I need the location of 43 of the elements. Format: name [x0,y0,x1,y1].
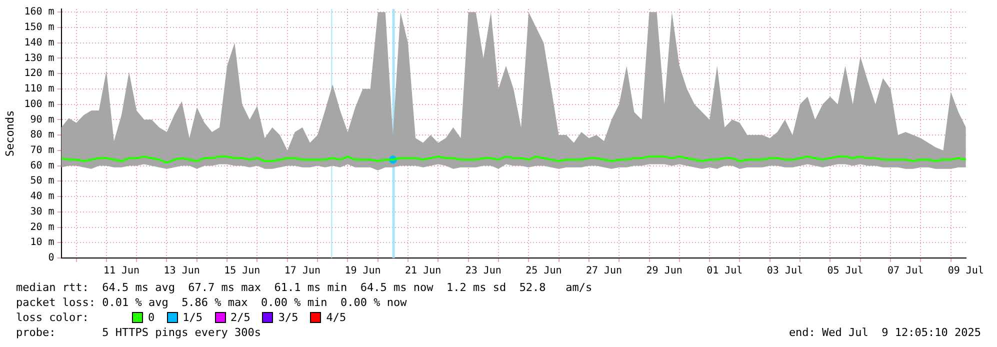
y-tick-label: 40 m [30,191,54,202]
x-tick-label: 07 Jul [888,266,924,277]
legend-label: 1/5 [182,310,202,325]
y-tick-label: 0 [48,252,54,264]
legend-title: loss color: [16,310,90,325]
y-tick-label: 160 m [24,6,54,18]
x-tick-label: 15 Jun [224,266,260,277]
y-tick-label: 30 m [30,206,54,218]
x-tick-label: 21 Jun [405,266,442,277]
y-tick-label: 20 m [30,222,54,233]
legend-label: 2/5 [230,310,250,325]
legend-label: 3/5 [278,310,298,325]
text: end: Wed Jul 9 12:05:10 2025 [788,325,981,340]
x-tick-label: 29 Jun [646,266,682,277]
y-tick-label: 100 m [24,98,54,110]
y-tick-label: 130 m [24,52,54,64]
x-tick-label: 25 Jun [526,266,562,277]
x-tick-label: 03 Jul [766,266,804,277]
text: packet loss: 0.01 % avg 5.86 % max 0.00 % min 0.00 % now [16,295,408,310]
x-tick-label: 11 Jun [103,266,140,277]
x-tick-label: 23 Jun [465,266,502,277]
y-tick-label: 10 m [30,237,54,248]
text: probe: 5 HTTPS pings every 300s [16,325,262,340]
x-tick-label: 05 Jul [827,266,864,277]
x-tick-label: 09 Jul [948,266,984,277]
y-tick-label: 150 m [24,22,54,34]
y-tick-label: 50 m [30,176,54,187]
y-axis-title: Seconds [3,110,16,157]
x-tick-label: 17 Jun [284,266,321,277]
y-tick-label: 70 m [30,145,54,156]
y-tick-label: 110 m [24,84,54,95]
x-tick-label: 27 Jun [586,266,622,277]
x-tick-label: 13 Jun [164,266,200,277]
y-tick-label: 80 m [30,130,54,141]
y-tick-label: 140 m [24,37,54,48]
y-tick-label: 60 m [30,160,54,172]
x-tick-label: 01 Jul [706,266,743,277]
legend-label: 4/5 [326,310,346,325]
x-tick-label: 19 Jun [344,266,381,277]
legend-label: 0 [148,310,155,325]
text: median rtt: 64.5 ms avg 67.7 ms max 61.1 ms min 64.5 ms now 1.2 ms sd 52.8 am/s [16,280,594,295]
y-tick-label: 120 m [24,68,54,80]
y-tick-label: 90 m [30,114,54,126]
